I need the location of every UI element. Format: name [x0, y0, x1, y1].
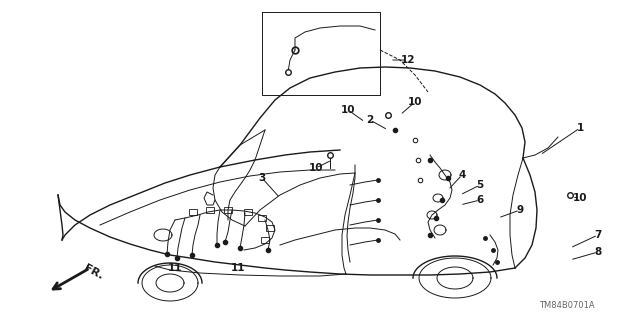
Text: 2: 2 — [366, 115, 374, 125]
Text: 11: 11 — [231, 263, 245, 273]
Bar — [258, 215, 266, 221]
Text: 6: 6 — [476, 195, 484, 205]
Bar — [206, 207, 214, 213]
Bar — [261, 237, 269, 243]
Text: 5: 5 — [476, 180, 484, 190]
Text: 1: 1 — [577, 123, 584, 133]
Text: FR.: FR. — [82, 263, 105, 281]
Bar — [244, 209, 252, 215]
Text: 10: 10 — [573, 193, 588, 203]
Text: TM84B0701A: TM84B0701A — [540, 301, 595, 310]
Text: 10: 10 — [408, 97, 422, 107]
Bar — [189, 209, 197, 215]
Text: 12: 12 — [401, 55, 415, 65]
Text: 3: 3 — [259, 173, 266, 183]
Text: 9: 9 — [516, 205, 524, 215]
Text: 7: 7 — [595, 230, 602, 240]
Text: 10: 10 — [308, 163, 323, 173]
Text: 4: 4 — [458, 170, 466, 180]
Text: 10: 10 — [340, 105, 355, 115]
Text: 11: 11 — [168, 263, 182, 273]
Text: 8: 8 — [595, 247, 602, 257]
Bar — [266, 225, 274, 231]
Bar — [224, 207, 232, 213]
